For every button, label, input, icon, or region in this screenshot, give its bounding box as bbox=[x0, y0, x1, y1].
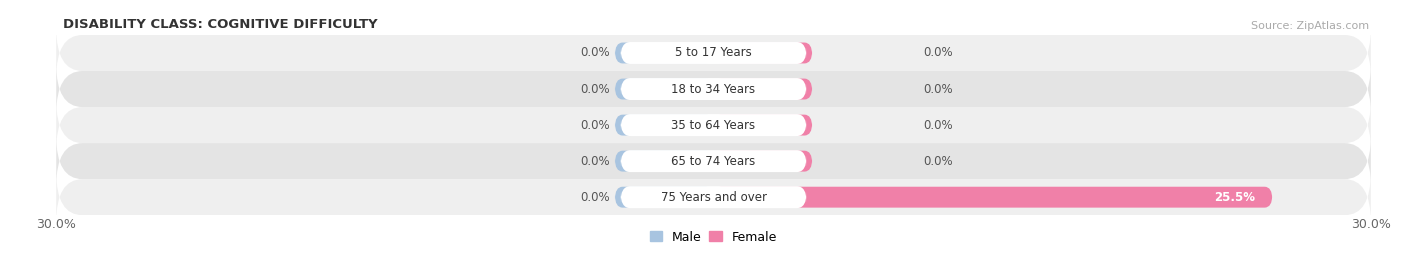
FancyBboxPatch shape bbox=[56, 172, 1371, 222]
Text: 65 to 74 Years: 65 to 74 Years bbox=[672, 155, 755, 168]
Text: 5 to 17 Years: 5 to 17 Years bbox=[675, 47, 752, 59]
Text: 25.5%: 25.5% bbox=[1213, 191, 1254, 204]
Text: 35 to 64 Years: 35 to 64 Years bbox=[672, 119, 755, 132]
FancyBboxPatch shape bbox=[713, 151, 813, 172]
FancyBboxPatch shape bbox=[614, 151, 713, 172]
FancyBboxPatch shape bbox=[713, 187, 1272, 208]
FancyBboxPatch shape bbox=[56, 100, 1371, 150]
FancyBboxPatch shape bbox=[713, 79, 813, 100]
Text: 75 Years and over: 75 Years and over bbox=[661, 191, 766, 204]
FancyBboxPatch shape bbox=[620, 150, 807, 172]
FancyBboxPatch shape bbox=[713, 115, 813, 136]
FancyBboxPatch shape bbox=[56, 28, 1371, 78]
FancyBboxPatch shape bbox=[620, 42, 807, 64]
Text: 0.0%: 0.0% bbox=[922, 47, 952, 59]
FancyBboxPatch shape bbox=[614, 43, 713, 63]
FancyBboxPatch shape bbox=[620, 186, 807, 208]
Text: 0.0%: 0.0% bbox=[922, 119, 952, 132]
FancyBboxPatch shape bbox=[56, 64, 1371, 114]
Legend: Male, Female: Male, Female bbox=[645, 226, 782, 249]
FancyBboxPatch shape bbox=[614, 187, 713, 208]
FancyBboxPatch shape bbox=[614, 79, 713, 100]
Text: 0.0%: 0.0% bbox=[579, 155, 609, 168]
Text: 0.0%: 0.0% bbox=[579, 119, 609, 132]
FancyBboxPatch shape bbox=[620, 114, 807, 136]
FancyBboxPatch shape bbox=[614, 115, 713, 136]
Text: Source: ZipAtlas.com: Source: ZipAtlas.com bbox=[1251, 21, 1369, 31]
FancyBboxPatch shape bbox=[56, 136, 1371, 186]
Text: 0.0%: 0.0% bbox=[579, 191, 609, 204]
Text: 0.0%: 0.0% bbox=[579, 47, 609, 59]
FancyBboxPatch shape bbox=[620, 78, 807, 100]
Text: DISABILITY CLASS: COGNITIVE DIFFICULTY: DISABILITY CLASS: COGNITIVE DIFFICULTY bbox=[63, 18, 377, 31]
Text: 0.0%: 0.0% bbox=[922, 83, 952, 95]
Text: 0.0%: 0.0% bbox=[579, 83, 609, 95]
FancyBboxPatch shape bbox=[713, 43, 813, 63]
Text: 18 to 34 Years: 18 to 34 Years bbox=[672, 83, 755, 95]
Text: 0.0%: 0.0% bbox=[922, 155, 952, 168]
